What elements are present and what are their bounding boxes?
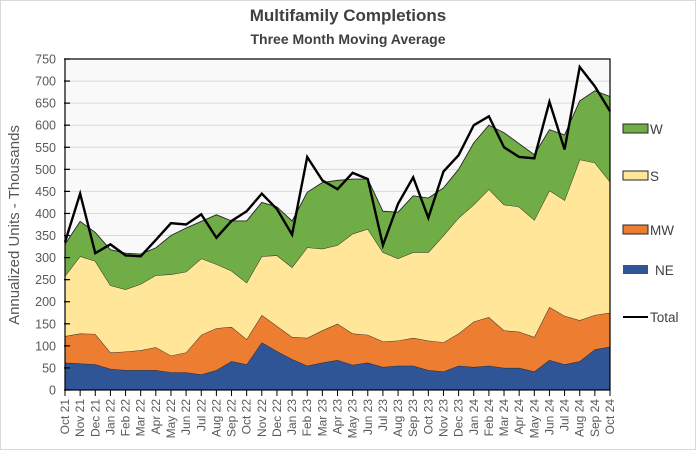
x-tick-label: Jul 24: [558, 399, 572, 431]
x-tick-label: May 23: [346, 399, 360, 439]
x-tick-label: Aug 22: [209, 399, 223, 437]
legend-item-ne: NE: [623, 263, 674, 278]
x-tick-label: Nov 23: [436, 399, 450, 437]
legend: W S MW NE Total: [622, 122, 679, 325]
x-tick-label: Dec 23: [452, 399, 466, 437]
legend-swatch: [623, 265, 648, 274]
axes: [64, 58, 611, 396]
x-tick-label: Mar 22: [134, 399, 148, 437]
x-tick-label: Feb 22: [119, 399, 133, 437]
x-tick-label: Aug 23: [391, 399, 405, 437]
x-tick-label: Dec 22: [270, 399, 284, 437]
x-tick-label: Feb 24: [482, 399, 496, 437]
x-tick-label: Dec 21: [88, 399, 102, 437]
legend-label: Total: [650, 310, 679, 325]
x-tick-labels: Oct 21 Nov 21 Dec 21 Jan 22 Feb 22 Mar 22 Apr …: [58, 399, 617, 439]
y-tick-label: 600: [35, 119, 56, 133]
y-tick-label: 650: [35, 97, 56, 111]
x-tick-label: Jan 22: [103, 399, 117, 435]
x-tick-label: Jun 22: [179, 399, 193, 435]
x-tick-label: Sep 24: [588, 399, 602, 437]
y-tick-labels: 0 50 100 150 200 250 300 350 400 450 500 550 600 650 7…: [35, 53, 56, 398]
x-tick-label: Apr 24: [512, 399, 526, 435]
legend-label: S: [650, 169, 659, 184]
x-tick-label: Aug 24: [573, 399, 587, 437]
legend-item-w: W: [622, 122, 663, 137]
legend-item-mw: MW: [622, 223, 674, 238]
y-tick-label: 450: [35, 185, 56, 199]
x-tick-label: Oct 23: [421, 399, 435, 435]
y-tick-label: 0: [49, 384, 56, 398]
legend-label: MW: [650, 223, 674, 238]
legend-swatch: [622, 170, 649, 181]
legend-item-total: Total: [623, 310, 679, 325]
y-tick-label: 250: [35, 273, 56, 287]
total-line: [63, 64, 612, 258]
y-tick-label: 150: [35, 317, 56, 331]
y-tick-label: 50: [42, 361, 56, 375]
x-tick-label: Mar 23: [315, 399, 329, 437]
x-tick-label: May 22: [164, 399, 178, 439]
chart-subtitle: Three Month Moving Average: [250, 31, 446, 47]
x-tick-label: Jun 24: [542, 399, 556, 435]
total-line-group: [63, 64, 612, 258]
x-tick-label: Oct 24: [603, 399, 617, 435]
y-tick-label: 400: [35, 207, 56, 221]
x-tick-label: Jul 23: [376, 399, 390, 431]
y-tick-label: 200: [35, 295, 56, 309]
legend-swatch: [622, 224, 649, 235]
x-tick-label: Jan 24: [467, 399, 481, 435]
legend-swatch: [622, 123, 649, 134]
x-tick-label: Sep 23: [406, 399, 420, 437]
x-tick-label: Apr 23: [331, 399, 345, 435]
y-tick-label: 700: [35, 75, 56, 89]
area-s: [65, 159, 610, 356]
y-tick-label: 300: [35, 251, 56, 265]
legend-item-s: S: [622, 169, 659, 184]
y-tick-label: 350: [35, 229, 56, 243]
area-edge-w: [64, 90, 611, 255]
area-ne: [65, 342, 610, 390]
x-tick-label: Oct 21: [58, 399, 72, 435]
legend-label: NE: [655, 263, 674, 278]
x-tick-label: Sep 22: [225, 399, 239, 437]
x-tick-label: Feb 23: [300, 399, 314, 437]
y-axis-label: Annualized Units - Thousands: [6, 125, 23, 325]
x-tick-label: Apr 22: [149, 399, 163, 435]
x-tick-label: Nov 21: [73, 399, 87, 437]
x-tick-label: Oct 22: [240, 399, 254, 435]
y-tick-label: 100: [35, 339, 56, 353]
x-tick-label: Mar 24: [497, 399, 511, 437]
chart-title: Multifamily Completions: [249, 6, 447, 25]
y-tick-label: 550: [35, 141, 56, 155]
area-mw: [65, 307, 610, 375]
x-tick-label: Jun 23: [361, 399, 375, 435]
x-tick-label: Jan 23: [285, 399, 299, 435]
x-tick-label: Jul 22: [194, 399, 208, 431]
y-tick-label: 500: [35, 163, 56, 177]
y-tick-label: 750: [35, 53, 56, 67]
x-tick-label: May 24: [527, 399, 541, 439]
x-tick-label: Nov 22: [255, 399, 269, 437]
legend-label: W: [650, 122, 663, 137]
